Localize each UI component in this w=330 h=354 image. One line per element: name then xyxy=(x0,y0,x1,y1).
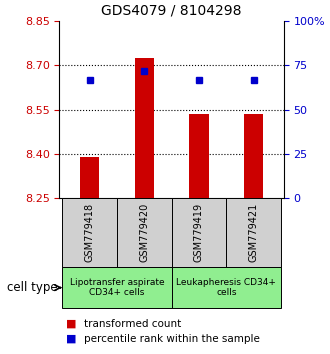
Bar xyxy=(172,267,281,308)
Text: cell type: cell type xyxy=(7,281,57,294)
Text: transformed count: transformed count xyxy=(84,319,182,329)
Bar xyxy=(244,114,263,198)
Text: percentile rank within the sample: percentile rank within the sample xyxy=(84,334,260,344)
Text: ■: ■ xyxy=(66,319,77,329)
Text: GSM779420: GSM779420 xyxy=(139,203,149,262)
Bar xyxy=(62,267,172,308)
Text: GSM779419: GSM779419 xyxy=(194,203,204,262)
Bar xyxy=(226,198,281,267)
Bar xyxy=(189,114,209,198)
Bar xyxy=(172,198,226,267)
Text: GSM779421: GSM779421 xyxy=(249,203,259,262)
Title: GDS4079 / 8104298: GDS4079 / 8104298 xyxy=(101,3,242,17)
Bar xyxy=(80,157,99,198)
Text: Lipotransfer aspirate
CD34+ cells: Lipotransfer aspirate CD34+ cells xyxy=(70,278,164,297)
Bar xyxy=(117,198,172,267)
Bar xyxy=(62,198,117,267)
Bar xyxy=(135,58,154,198)
Text: ■: ■ xyxy=(66,334,77,344)
Text: GSM779418: GSM779418 xyxy=(84,203,94,262)
Text: Leukapheresis CD34+
cells: Leukapheresis CD34+ cells xyxy=(177,278,276,297)
